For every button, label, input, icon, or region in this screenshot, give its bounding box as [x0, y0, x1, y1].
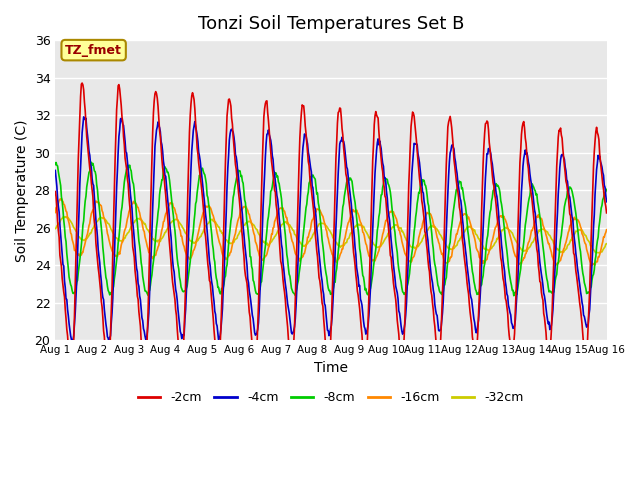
X-axis label: Time: Time [314, 361, 348, 375]
Title: Tonzi Soil Temperatures Set B: Tonzi Soil Temperatures Set B [198, 15, 464, 33]
Y-axis label: Soil Temperature (C): Soil Temperature (C) [15, 119, 29, 262]
Legend: -2cm, -4cm, -8cm, -16cm, -32cm: -2cm, -4cm, -8cm, -16cm, -32cm [133, 386, 529, 409]
Text: TZ_fmet: TZ_fmet [65, 44, 122, 57]
